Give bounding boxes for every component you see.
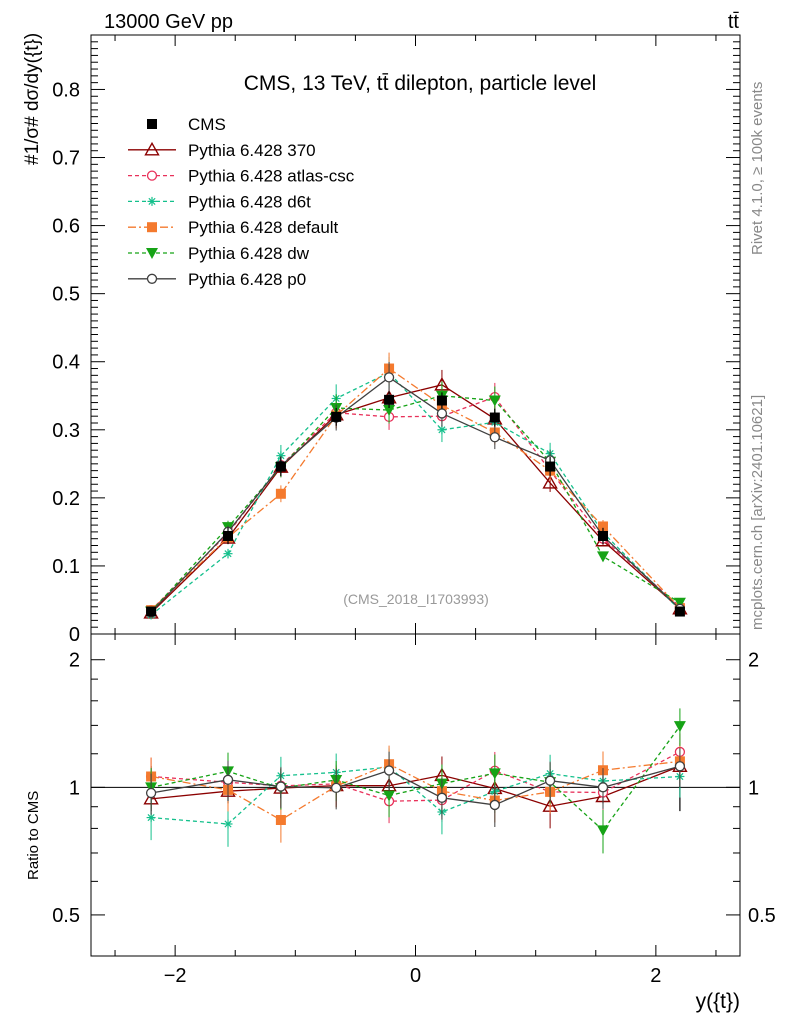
ratio-line-5 xyxy=(150,765,681,806)
ratio-5-point xyxy=(489,799,500,811)
ratio-4-point xyxy=(596,825,609,837)
legend-label-0: Pythia 6.428 370 xyxy=(188,141,316,160)
series-line-3 xyxy=(150,367,681,611)
y-tick-label-top: 0.3 xyxy=(52,420,80,442)
y-tick-label-ratio: 1 xyxy=(69,777,80,799)
series-4-point xyxy=(488,395,501,407)
series-4-point xyxy=(383,405,396,417)
series-4-point xyxy=(596,551,609,563)
data-point xyxy=(597,530,608,541)
series-line-5 xyxy=(150,376,681,613)
legend-marker-4 xyxy=(146,248,158,259)
series-2-point xyxy=(223,549,233,559)
ratio-4-point xyxy=(673,721,686,733)
y-tick-label-top: 0.2 xyxy=(52,488,80,510)
data-point xyxy=(223,530,234,541)
ratio-5-point xyxy=(222,774,234,785)
ratio-5-point xyxy=(145,787,157,799)
legend-cms-label: CMS xyxy=(188,115,226,134)
series-4-point xyxy=(673,597,686,609)
ratio-5-point xyxy=(331,782,342,794)
x-tick-label: 0 xyxy=(410,965,421,987)
series-line-4 xyxy=(150,395,681,612)
star-stroke xyxy=(148,197,156,205)
y-tick-label-ratio-right: 2 xyxy=(748,650,759,672)
mcplots-label: mcplots.cern.ch [arXiv:2401.10621] xyxy=(749,395,766,630)
legend-marker-0 xyxy=(144,141,160,156)
ratio-line-0 xyxy=(151,765,681,807)
series-5-point xyxy=(489,432,500,443)
ratio-5-point xyxy=(275,781,287,792)
y-tick-label-top: 0.4 xyxy=(52,352,80,374)
y-axis-label-bottom: Ratio to CMS xyxy=(25,791,42,880)
star-stroke xyxy=(224,820,232,828)
ratio-4-point xyxy=(488,768,501,780)
ratio-5-point xyxy=(383,765,395,776)
legend-label-5: Pythia 6.428 p0 xyxy=(188,270,306,289)
series-5-point xyxy=(383,372,395,383)
star-stroke xyxy=(224,550,232,558)
ratio-5-point xyxy=(544,775,556,786)
series-5-point xyxy=(436,408,448,419)
y-zero-label: 0 xyxy=(69,624,80,646)
y-tick-label-top: 0.5 xyxy=(52,284,80,306)
ratio-line-1 xyxy=(151,751,681,802)
data-point xyxy=(275,461,286,472)
legend-label-3: Pythia 6.428 default xyxy=(188,218,339,237)
star-stroke xyxy=(438,426,446,434)
legend-marker-2 xyxy=(147,196,157,206)
legend-label-1: Pythia 6.428 atlas-csc xyxy=(188,167,355,186)
data-point xyxy=(674,606,685,617)
data-point xyxy=(436,395,447,406)
rivet-label: Rivet 4.1.0, ≥ 100k events xyxy=(749,82,766,255)
series-0-point xyxy=(542,474,558,489)
legend-marker-3 xyxy=(147,222,157,233)
legend-marker-5 xyxy=(146,273,158,284)
legend-marker-1 xyxy=(146,170,158,181)
y-tick-label-ratio: 2 xyxy=(69,650,80,672)
energy-label: 13000 GeV pp xyxy=(104,11,233,33)
legend-label-4: Pythia 6.428 dw xyxy=(188,244,310,263)
data-point xyxy=(331,411,342,422)
x-tick-label: −2 xyxy=(164,965,187,987)
star-stroke xyxy=(277,452,285,460)
data-point xyxy=(545,461,556,472)
data-point xyxy=(146,606,157,617)
x-tick-label: 2 xyxy=(650,965,661,987)
series-3-point xyxy=(597,521,608,532)
y-tick-label-ratio-right: 0.5 xyxy=(748,905,776,927)
ratio-5-point xyxy=(674,761,686,772)
chart-title: CMS, 13 TeV, tt̄ dilepton, particle leve… xyxy=(244,72,597,95)
series-line-0 xyxy=(150,384,681,614)
ratio-line-2 xyxy=(151,766,680,825)
ratio-line-4 xyxy=(150,725,681,832)
analysis-label: (CMS_2018_I1703993) xyxy=(343,591,489,607)
data-point xyxy=(384,394,395,405)
y-tick-label-top: 0.6 xyxy=(52,216,80,238)
y-tick-label-ratio-right: 1 xyxy=(748,777,759,799)
ratio-5-point xyxy=(436,792,448,803)
series-2-point xyxy=(437,425,447,435)
ratio-3-point xyxy=(275,814,286,825)
y-tick-label-top: 0.8 xyxy=(52,79,80,101)
ratio-5-point xyxy=(597,782,609,793)
ratio-4-point xyxy=(383,790,396,802)
legend-cms-marker xyxy=(147,119,157,129)
series-line-2 xyxy=(150,371,681,616)
data-point xyxy=(489,412,500,423)
ratio-2-point xyxy=(223,819,233,829)
ratio-line-3 xyxy=(150,760,680,821)
y-tick-label-top: 0.7 xyxy=(52,148,80,170)
legend-label-2: Pythia 6.428 d6t xyxy=(188,192,311,211)
star-stroke xyxy=(147,813,155,822)
x-axis-label: y({t}) xyxy=(696,990,740,1013)
y-axis-label-top: #1/σ# dσ/dy({t}) xyxy=(22,33,43,165)
y-tick-label-top: 0.1 xyxy=(52,556,80,578)
series-line-1 xyxy=(150,396,681,611)
process-label: tt̄ xyxy=(728,11,740,33)
y-tick-label-ratio: 0.5 xyxy=(52,905,80,927)
series-3-point xyxy=(275,488,286,499)
